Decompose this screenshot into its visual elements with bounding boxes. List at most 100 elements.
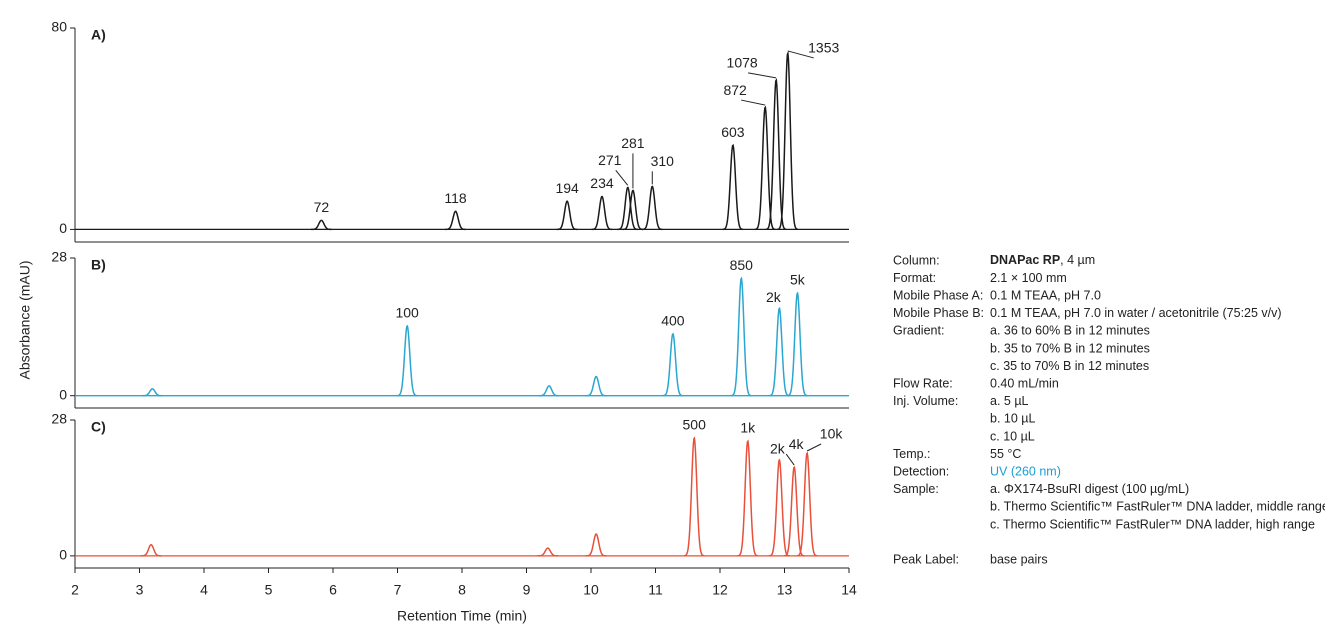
leader-line: [741, 99, 766, 106]
peak: [787, 291, 808, 397]
peak-label: 118: [444, 190, 467, 206]
condition-label: Temp.:: [893, 447, 931, 461]
peak: [622, 189, 644, 231]
peak-label: 271: [598, 152, 622, 168]
y-tick-label: 28: [51, 249, 67, 265]
panel-title: B): [91, 257, 106, 273]
peak-label: 310: [651, 153, 675, 169]
y-tick-label: 0: [59, 220, 67, 236]
peak-label: 100: [395, 305, 419, 321]
y-tick-label: 28: [51, 411, 67, 427]
peak-label: 194: [555, 180, 579, 196]
x-tick-label: 4: [200, 582, 208, 598]
peak: [585, 375, 607, 397]
peak: [538, 385, 560, 397]
peak: [722, 143, 744, 231]
peak: [662, 332, 684, 397]
peak-label: 1353: [808, 40, 839, 56]
condition-value: a. 36 to 60% B in 12 minutes: [990, 324, 1150, 338]
peak-label: 2k: [770, 440, 786, 456]
peak-label: 72: [314, 199, 330, 215]
leader-line: [787, 50, 814, 59]
x-tick-label: 13: [777, 582, 793, 598]
condition-value: 55 °C: [990, 447, 1021, 461]
peak: [311, 219, 332, 231]
condition-value-bold: DNAPac RP: [990, 253, 1060, 267]
x-tick-label: 14: [841, 582, 857, 598]
peak-label: 850: [730, 257, 754, 273]
condition-value: b. Thermo Scientific™ FastRuler™ DNA lad…: [990, 500, 1325, 514]
peak: [683, 436, 705, 557]
peak: [765, 78, 787, 231]
condition-value: base pairs: [990, 552, 1048, 566]
leader-line: [615, 170, 629, 186]
peak: [730, 276, 752, 397]
condition-value: 2.1 × 100 mm: [990, 271, 1067, 285]
x-tick-label: 8: [458, 582, 466, 598]
condition-label: Inj. Volume:: [893, 394, 958, 408]
condition-label: Gradient:: [893, 324, 944, 338]
condition-value: b. 10 µL: [990, 412, 1035, 426]
x-tick-label: 2: [71, 582, 79, 598]
condition-label: Mobile Phase A:: [893, 288, 983, 302]
peak: [585, 533, 607, 557]
condition-label: Mobile Phase B:: [893, 306, 984, 320]
condition-value: c. 35 to 70% B in 12 minutes: [990, 359, 1149, 373]
condition-label: Detection:: [893, 464, 949, 478]
condition-label: Column:: [893, 253, 940, 267]
peak-label: 400: [661, 312, 685, 328]
condition-value: c. 10 µL: [990, 429, 1035, 443]
condition-value: c. Thermo Scientific™ FastRuler™ DNA lad…: [990, 517, 1315, 531]
peak-label: 1078: [727, 55, 758, 71]
x-tick-label: 11: [648, 582, 663, 598]
peak: [754, 105, 776, 231]
x-tick-label: 6: [329, 582, 337, 598]
peak-label: 234: [590, 175, 614, 191]
panel-title: C): [91, 419, 106, 435]
condition-label: Format:: [893, 271, 936, 285]
peak-label: 10k: [820, 426, 844, 442]
peak: [537, 547, 558, 557]
peak: [641, 185, 663, 231]
peak-label: 872: [723, 82, 747, 98]
peak-label: 1k: [740, 420, 756, 436]
peak: [796, 451, 818, 557]
condition-value: 0.40 mL/min: [990, 376, 1059, 390]
condition-label: Peak Label:: [893, 552, 959, 566]
peak-label: 603: [721, 124, 745, 140]
peak-label: 281: [621, 135, 645, 151]
peak: [777, 50, 799, 231]
peak: [142, 388, 163, 397]
peak: [140, 543, 162, 557]
peak-label: 5k: [790, 272, 806, 288]
condition-label: Flow Rate:: [893, 376, 953, 390]
y-axis-label: Absorbance (mAU): [17, 260, 33, 379]
peak: [617, 186, 638, 231]
x-tick-label: 5: [265, 582, 273, 598]
peak: [737, 439, 758, 557]
peak: [396, 324, 418, 397]
leader-line: [785, 453, 795, 466]
x-tick-label: 3: [136, 582, 144, 598]
peak-label: 4k: [789, 436, 805, 452]
peak: [556, 200, 578, 231]
condition-value: a. ΦX174-BsuRI digest (100 µg/mL): [990, 482, 1189, 496]
panel-title: A): [91, 27, 106, 43]
leader-line: [748, 72, 777, 79]
x-tick-label: 7: [394, 582, 402, 598]
condition-value: 0.1 M TEAA, pH 7.0: [990, 288, 1101, 302]
peak: [768, 306, 790, 397]
peak-label: 2k: [766, 289, 782, 305]
x-tick-label: 12: [712, 582, 728, 598]
y-tick-label: 0: [59, 547, 67, 563]
condition-value: DNAPac RP, 4 µm: [990, 253, 1095, 267]
peak: [768, 458, 790, 557]
peak: [591, 195, 613, 231]
peak: [445, 210, 466, 231]
condition-value-text: , 4 µm: [1060, 253, 1095, 267]
condition-value: a. 5 µL: [990, 394, 1029, 408]
condition-value: 0.1 M TEAA, pH 7.0 in water / acetonitri…: [990, 306, 1282, 320]
x-tick-label: 9: [523, 582, 531, 598]
x-tick-label: 10: [583, 582, 599, 598]
